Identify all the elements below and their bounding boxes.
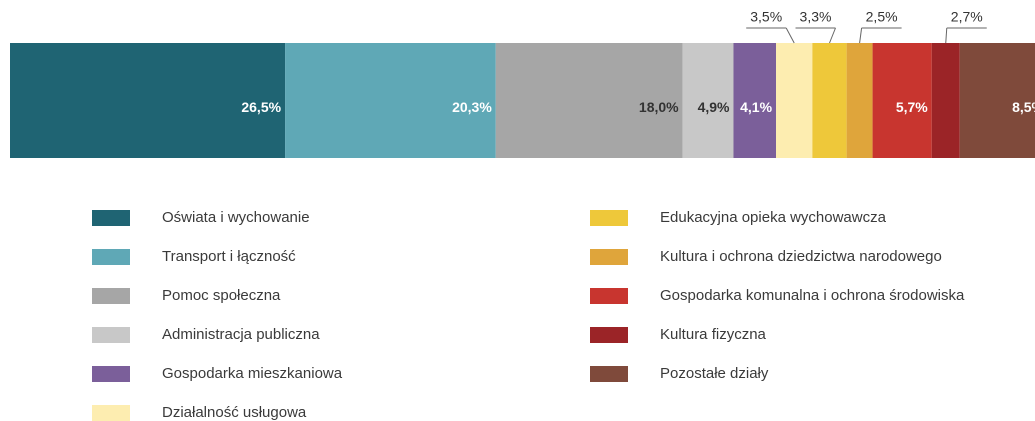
legend-swatch [92,327,130,343]
legend-label: Transport i łączność [162,248,296,265]
value-label: 2,5% [866,9,898,25]
legend-swatch [590,210,628,226]
legend-label: Kultura i ochrona dziedzictwa narodowego [660,248,942,265]
legend-label: Pozostałe działy [660,365,769,382]
value-label: 3,5% [750,9,782,25]
value-label: 20,3% [452,99,492,115]
value-label: 4,1% [740,99,772,115]
legend-swatch [590,288,628,304]
bar-segment [872,43,932,158]
legend-swatch [92,405,130,421]
bar-segment [846,43,873,158]
bar-segment [812,43,847,158]
value-label: 18,0% [639,99,679,115]
bar-segment [733,43,777,158]
legend-swatch [92,210,130,226]
bar-segment [776,43,813,158]
legend-swatch [590,327,628,343]
leader-line [785,27,795,44]
leader-line [945,27,948,44]
value-label: 3,3% [800,9,832,25]
value-label: 2,7% [951,9,983,25]
bar-segment [10,43,286,158]
legend-label: Pomoc społeczna [162,287,281,304]
legend-label: Działalność usługowa [162,404,307,421]
legend-swatch [92,366,130,382]
bar-segment [959,43,1035,158]
legend-swatch [590,249,628,265]
leader-line [859,27,863,44]
leader-line [829,27,836,44]
legend-swatch [590,366,628,382]
value-label: 26,5% [241,99,281,115]
value-label: 4,9% [698,99,730,115]
bar-segment [495,43,683,158]
bar-segment [931,43,960,158]
legend-label: Gospodarka mieszkaniowa [162,365,343,382]
value-label: 8,5% [1012,99,1035,115]
legend-label: Kultura fizyczna [660,326,767,343]
legend-swatch [92,288,130,304]
bar-segment [682,43,734,158]
legend-label: Edukacyjna opieka wychowawcza [660,209,887,226]
legend-label: Administracja publiczna [162,326,320,343]
legend-label: Oświata i wychowanie [162,209,310,226]
bar-segment [285,43,496,158]
legend-swatch [92,249,130,265]
legend-label: Gospodarka komunalna i ochrona środowisk… [660,287,965,304]
value-label: 5,7% [896,99,928,115]
